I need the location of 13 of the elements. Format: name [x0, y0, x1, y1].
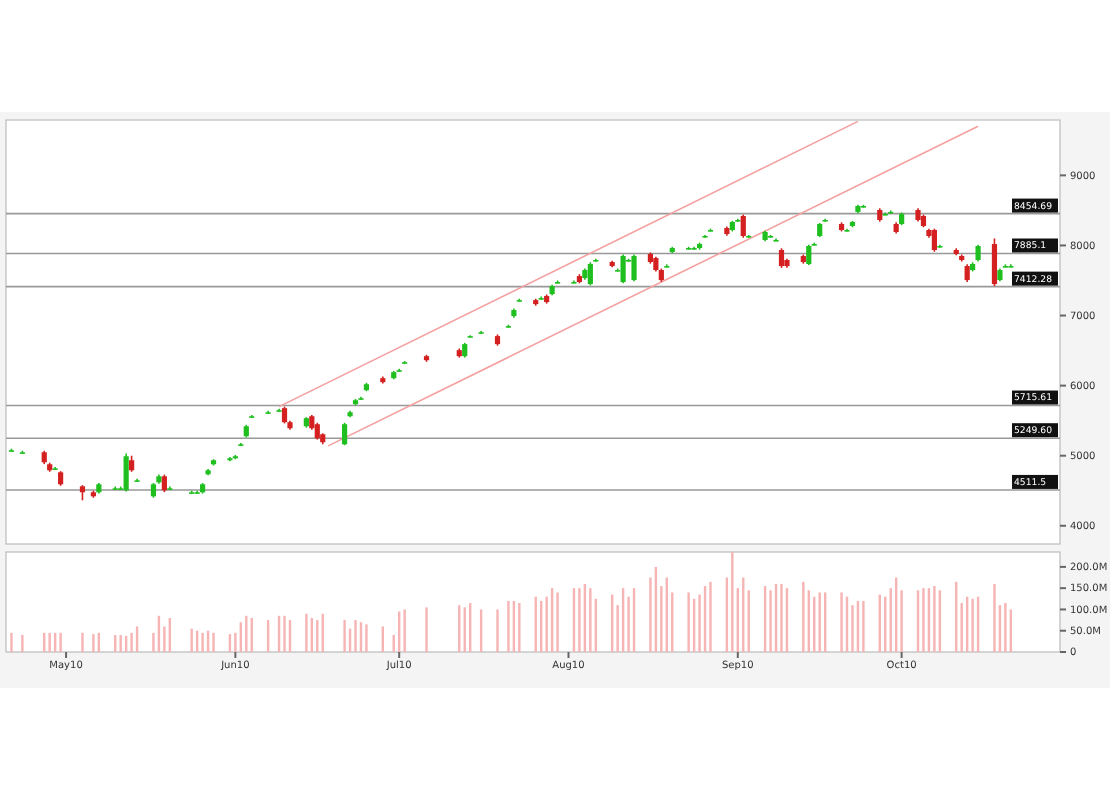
candlestick [991, 237, 998, 287]
candlestick [123, 452, 129, 493]
candlestick [931, 227, 937, 253]
candlestick [778, 247, 785, 269]
candlestick [806, 243, 812, 266]
candlestick [587, 261, 593, 287]
candlestick [631, 253, 637, 282]
candlestick [740, 213, 746, 239]
candlestick [571, 279, 577, 285]
candlestick [620, 253, 626, 285]
candlestick [773, 237, 779, 243]
candlestick [888, 209, 894, 215]
candlestick [341, 421, 348, 446]
